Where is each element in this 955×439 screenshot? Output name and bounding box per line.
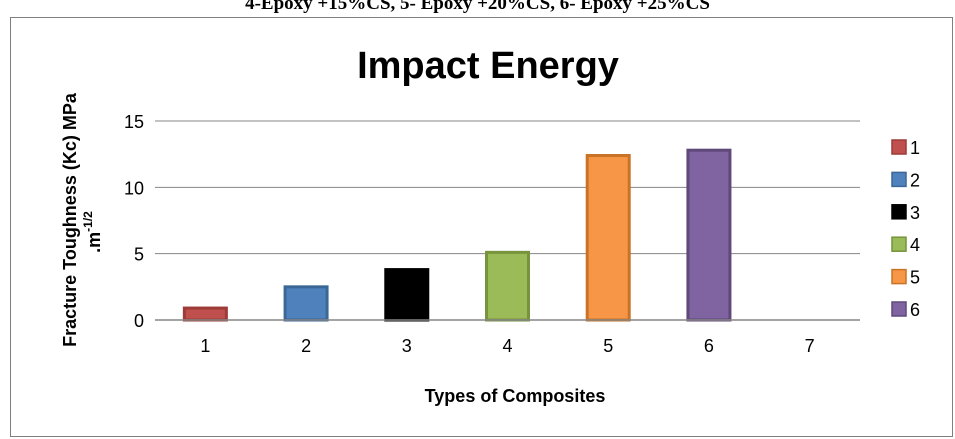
legend-label-5: 5 xyxy=(910,268,920,288)
y-axis-unit: .m-1/2 xyxy=(81,211,104,253)
legend-label-2: 2 xyxy=(910,170,920,190)
bar-5 xyxy=(585,153,631,322)
x-tick-label: 1 xyxy=(200,336,210,356)
x-tick-label: 6 xyxy=(704,336,714,356)
y-tick-label: 15 xyxy=(124,112,144,132)
chart-title: Impact Energy xyxy=(357,45,619,87)
bar-4 xyxy=(485,250,530,322)
x-tick-label: 4 xyxy=(502,336,512,356)
y-axis-ticks: 0 5 10 15 xyxy=(124,112,144,331)
legend-swatch-4 xyxy=(891,236,907,252)
legend-swatch-1 xyxy=(891,139,907,155)
legend-swatch-3 xyxy=(891,204,907,220)
legend-swatch-6 xyxy=(891,301,907,317)
chart-frame xyxy=(10,17,953,437)
x-axis-label: Types of Composites xyxy=(425,386,606,406)
figure-caption: 4-Epoxy +15%CS, 5- Epoxy +20%CS, 6- Epox… xyxy=(245,0,710,14)
legend: 1 2 3 4 5 6 xyxy=(891,138,920,320)
x-tick-label: 3 xyxy=(402,336,412,356)
bar-2 xyxy=(283,285,329,322)
x-tick-label: 2 xyxy=(301,336,311,356)
legend-swatch-5 xyxy=(891,268,907,285)
gridlines xyxy=(155,120,860,255)
x-tick-label: 7 xyxy=(805,336,815,356)
bar-1 xyxy=(182,306,228,322)
y-tick-label: 10 xyxy=(124,178,144,198)
x-tick-label: 5 xyxy=(603,336,613,356)
legend-label-3: 3 xyxy=(910,203,920,223)
legend-label-6: 6 xyxy=(910,300,920,320)
bar-6 xyxy=(686,148,732,322)
bars xyxy=(182,148,732,322)
y-axis-unit-base: .m xyxy=(84,232,104,253)
legend-label-4: 4 xyxy=(910,235,920,255)
y-axis-label: Fracture Toughness (Kc) MPa xyxy=(60,92,80,347)
y-tick-label: 0 xyxy=(134,311,144,331)
legend-swatch-2 xyxy=(891,171,907,188)
y-axis-unit-exponent: -1/2 xyxy=(81,211,95,232)
bar-3 xyxy=(384,268,430,322)
legend-label-1: 1 xyxy=(910,138,920,158)
x-axis-ticks: 1 2 3 4 5 6 7 xyxy=(200,336,814,356)
y-tick-label: 5 xyxy=(134,245,144,265)
